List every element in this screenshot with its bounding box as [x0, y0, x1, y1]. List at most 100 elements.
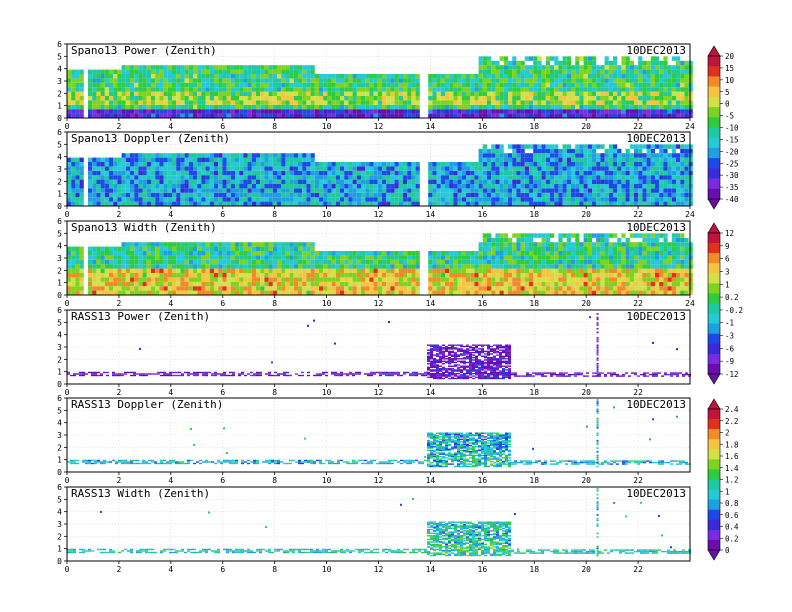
heatmap-cell	[209, 78, 214, 83]
heatmap-cell	[562, 264, 567, 269]
heatmap-cell	[398, 197, 403, 202]
heatmap-cell	[474, 74, 479, 79]
heatmap-cell	[583, 96, 588, 101]
heatmap-cell	[289, 188, 294, 193]
heatmap-cell	[499, 184, 504, 189]
heatmap-cell	[331, 184, 336, 189]
heatmap-cell	[587, 65, 592, 70]
heatmap-cell	[310, 246, 315, 251]
heatmap-cell	[92, 264, 97, 269]
heatmap-cell	[608, 104, 613, 110]
heatmap-cell	[520, 153, 525, 158]
heatmap-cell	[209, 166, 214, 171]
heatmap-cell	[499, 166, 504, 171]
heatmap-cell	[487, 268, 492, 273]
heatmap-cell	[369, 290, 374, 295]
heatmap-cell	[415, 255, 420, 260]
heatmap-cell	[209, 184, 214, 189]
heatmap-cell	[617, 104, 622, 110]
heatmap-cell	[125, 242, 130, 247]
heatmap-cell	[331, 290, 336, 295]
heatmap-cell	[676, 144, 681, 149]
heatmap-cell	[554, 56, 559, 61]
heatmap-cell	[428, 251, 433, 256]
heatmap-cell	[680, 109, 685, 114]
heatmap-cell	[457, 170, 462, 176]
heatmap-cell	[596, 104, 601, 110]
heatmap-cell	[285, 78, 290, 83]
heatmap-cell	[579, 197, 584, 202]
heatmap-cell	[642, 188, 647, 193]
heatmap-cell	[470, 259, 475, 265]
heatmap-cell	[655, 74, 660, 79]
heatmap-cell	[558, 74, 563, 79]
heatmap-cell	[310, 74, 315, 79]
heatmap-cell	[457, 259, 462, 265]
heatmap-cell	[155, 268, 160, 273]
heatmap-cell	[323, 286, 328, 291]
heatmap-cell	[142, 166, 147, 171]
heatmap-cell	[214, 273, 219, 278]
heatmap-cell	[604, 65, 609, 70]
heatmap-cell	[256, 281, 261, 287]
heatmap-cell	[369, 109, 374, 114]
heatmap-cell	[188, 188, 193, 193]
heatmap-cell	[92, 273, 97, 278]
heatmap-cell	[571, 157, 576, 162]
heatmap-cell	[247, 264, 252, 269]
heatmap-cell	[243, 96, 248, 101]
heatmap-cell	[226, 113, 231, 118]
heatmap-cell	[218, 113, 223, 118]
heatmap-cell	[537, 290, 542, 295]
heatmap-cell	[558, 246, 563, 251]
heatmap-cell	[113, 109, 118, 114]
heatmap-cell	[327, 184, 332, 189]
heatmap-cell	[449, 74, 454, 79]
heatmap-cell	[361, 192, 366, 198]
heatmap-cell	[558, 104, 563, 110]
heatmap-cell	[600, 74, 605, 79]
heatmap-cell	[218, 78, 223, 83]
heatmap-cell	[172, 162, 177, 167]
heatmap-cell	[218, 153, 223, 158]
heatmap-cell	[205, 192, 210, 198]
heatmap-cell	[327, 82, 332, 88]
heatmap-cell	[247, 246, 252, 251]
heatmap-cell	[671, 197, 676, 202]
heatmap-cell	[491, 268, 496, 273]
heatmap-cell	[621, 192, 626, 198]
heatmap-cell	[524, 251, 529, 256]
heatmap-cell	[146, 170, 151, 176]
heatmap-cell	[621, 153, 626, 158]
heatmap-cell	[545, 201, 550, 206]
heatmap-cell	[235, 69, 240, 74]
heatmap-cell	[617, 82, 622, 88]
heatmap-cell	[470, 264, 475, 269]
heatmap-cell	[575, 144, 580, 149]
heatmap-cell	[545, 286, 550, 291]
heatmap-cell	[167, 100, 172, 105]
heatmap-cell	[125, 69, 130, 74]
heatmap-cell	[432, 259, 437, 265]
heatmap-cell	[411, 264, 416, 269]
heatmap-cell	[247, 286, 252, 291]
heatmap-cell	[314, 100, 319, 105]
heatmap-cell	[453, 175, 458, 180]
heatmap-cell	[230, 255, 235, 260]
heatmap-cell	[516, 144, 521, 149]
heatmap-cell	[67, 273, 72, 278]
heatmap-cell	[382, 82, 387, 88]
heatmap-cell	[503, 246, 508, 251]
heatmap-cell	[373, 251, 378, 256]
heatmap-cell	[449, 175, 454, 180]
heatmap-cell	[285, 91, 290, 96]
heatmap-cell	[344, 184, 349, 189]
heatmap-cell	[222, 281, 227, 287]
heatmap-cell	[466, 277, 471, 282]
heatmap-cell	[516, 286, 521, 291]
heatmap-cell	[104, 259, 109, 265]
heatmap-cell	[121, 166, 126, 171]
heatmap-cell	[239, 65, 244, 70]
heatmap-cell	[377, 87, 382, 92]
heatmap-cell	[159, 65, 164, 70]
